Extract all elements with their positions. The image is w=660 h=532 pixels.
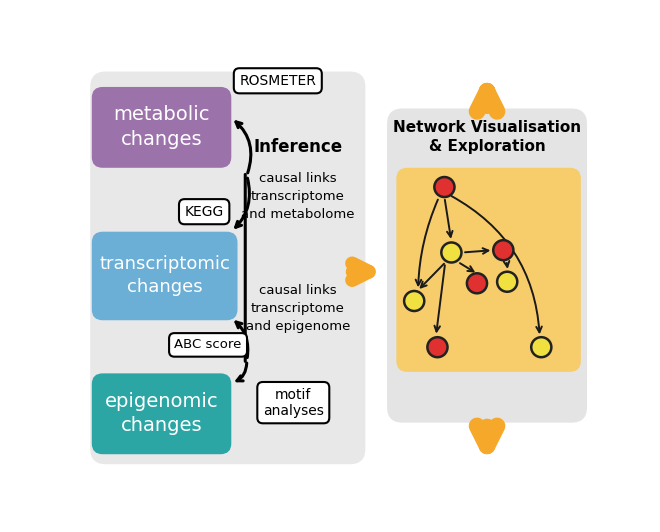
Text: transcriptomic
changes: transcriptomic changes (99, 255, 230, 296)
Text: motif
analyses: motif analyses (263, 387, 324, 418)
Circle shape (497, 272, 517, 292)
Circle shape (442, 243, 461, 262)
Circle shape (434, 177, 455, 197)
Circle shape (428, 337, 447, 357)
Circle shape (493, 240, 513, 260)
Text: metabolic
changes: metabolic changes (114, 105, 210, 148)
Circle shape (404, 291, 424, 311)
Text: causal links
transcriptome
and epigenome: causal links transcriptome and epigenome (246, 284, 350, 333)
FancyBboxPatch shape (387, 109, 587, 422)
Circle shape (531, 337, 551, 357)
Text: ROSMETER: ROSMETER (240, 74, 316, 88)
Text: ABC score: ABC score (174, 338, 242, 352)
Text: epigenomic
changes: epigenomic changes (105, 392, 218, 435)
FancyBboxPatch shape (92, 232, 238, 320)
Text: Network Visualisation
& Exploration: Network Visualisation & Exploration (393, 120, 581, 154)
FancyBboxPatch shape (90, 71, 366, 464)
Text: KEGG: KEGG (185, 205, 224, 219)
FancyBboxPatch shape (397, 168, 581, 372)
Text: Inference: Inference (253, 138, 343, 156)
Text: causal links
transcriptome
and metabolome: causal links transcriptome and metabolom… (241, 172, 354, 221)
FancyBboxPatch shape (92, 373, 231, 454)
FancyBboxPatch shape (92, 87, 231, 168)
Circle shape (467, 273, 487, 293)
